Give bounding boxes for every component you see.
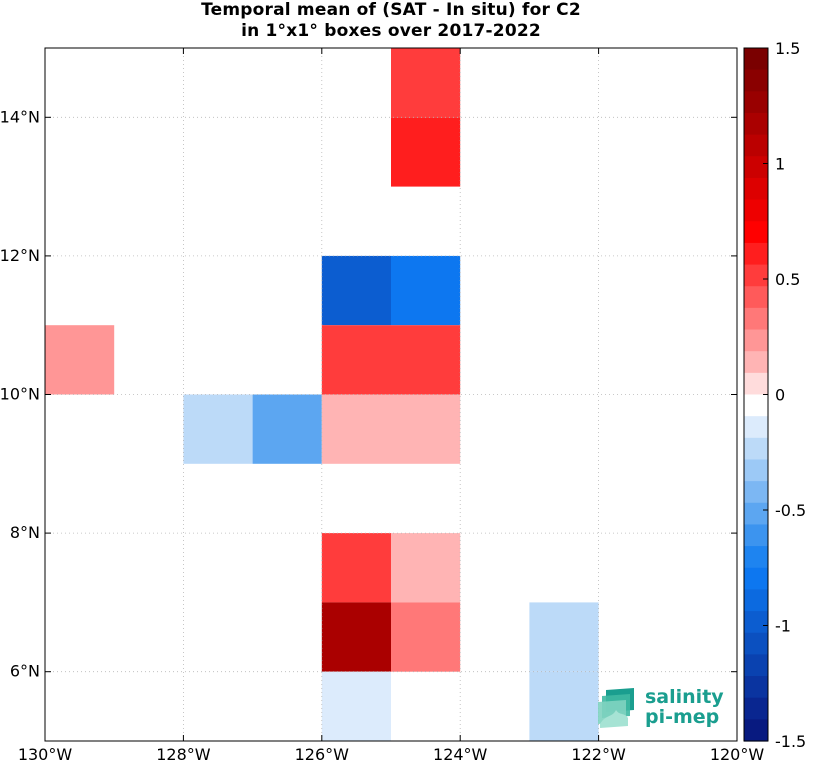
colorbar-tick-label: 0 <box>775 386 785 405</box>
heatmap-cell <box>321 533 391 603</box>
x-tick-label: 124°W <box>433 745 488 763</box>
colorbar-segment <box>744 69 768 92</box>
colorbar-segment <box>744 177 768 201</box>
heatmap-cell <box>45 325 115 395</box>
colorbar-segment <box>744 112 768 136</box>
colorbar-segment <box>744 48 768 71</box>
chart-title-line-1: Temporal mean of (SAT - In situ) for C2 <box>201 0 581 20</box>
heatmap-cell <box>529 671 599 741</box>
colorbar-segment <box>744 372 768 396</box>
heatmap-cell <box>391 48 461 118</box>
colorbar-segment <box>744 632 768 655</box>
colorbar-segment <box>744 91 768 114</box>
heatmap-cell <box>252 394 322 464</box>
y-tick-label: 6°N <box>10 662 40 681</box>
colorbar-segment <box>744 416 768 439</box>
logo-text-salinity: salinity <box>645 686 724 708</box>
heatmap-cell <box>391 533 461 603</box>
colorbar-segment <box>744 286 768 309</box>
y-tick-label: 10°N <box>0 385 40 404</box>
colorbar-segment <box>744 199 768 222</box>
colorbar-tick-label: -1 <box>775 617 791 636</box>
y-tick-label: 12°N <box>0 246 40 265</box>
heatmap-cell <box>321 394 391 464</box>
x-tick-label: 128°W <box>156 745 211 763</box>
salinity-pi-mep-logo: salinity pi-mep <box>598 686 724 728</box>
logo-icon <box>598 688 634 728</box>
colorbar-tick-label: -1.5 <box>775 732 806 751</box>
chart-title-line-2: in 1°x1° boxes over 2017-2022 <box>241 21 541 41</box>
x-tick-label: 126°W <box>295 745 350 763</box>
colorbar-segment <box>744 611 768 634</box>
colorbar-tick-label: 1 <box>775 155 785 174</box>
colorbar-segment <box>744 567 768 591</box>
colorbar-segment <box>744 481 768 504</box>
heatmap-cell <box>391 394 461 464</box>
colorbar-segment <box>744 134 768 157</box>
colorbar-segment <box>744 676 768 699</box>
colorbar-segment <box>744 719 768 742</box>
x-tick-label: 120°W <box>710 745 765 763</box>
colorbar-segment <box>744 329 768 352</box>
colorbar-segment <box>744 654 768 677</box>
heatmap-cell <box>321 602 391 672</box>
heatmap-cell <box>391 602 461 672</box>
heatmap-cell <box>321 671 391 741</box>
colorbar-segment <box>744 697 768 720</box>
colorbar-segment <box>744 264 768 287</box>
colorbar-segment <box>744 459 768 482</box>
heatmap-cell <box>391 117 461 187</box>
colorbar-segment <box>744 502 768 526</box>
colorbar-segment <box>744 394 768 417</box>
heatmap-cell <box>321 325 391 395</box>
colorbar-segment <box>744 437 768 461</box>
colorbar-segment <box>744 156 768 179</box>
y-tick-label: 8°N <box>10 523 40 542</box>
heatmap-cell <box>183 394 253 464</box>
colorbar-tick-label: -0.5 <box>775 501 806 520</box>
colorbar-segment <box>744 351 768 374</box>
colorbar-segment <box>744 221 768 244</box>
y-tick-label: 14°N <box>0 107 40 126</box>
heatmap-cell <box>529 602 599 672</box>
colorbar-segment <box>744 242 768 266</box>
x-tick-label: 122°W <box>571 745 626 763</box>
colorbar-segment <box>744 307 768 331</box>
colorbar-segment <box>744 589 768 612</box>
logo-text-pi-mep: pi-mep <box>645 706 719 728</box>
heatmap-cell <box>321 255 391 326</box>
colorbar-tick-label: 1.5 <box>775 39 800 58</box>
heatmap-cell <box>391 255 461 326</box>
x-tick-label: 130°W <box>18 745 73 763</box>
heatmap-cell <box>391 325 461 395</box>
colorbar: 1.5 1 0.5 0 -0.5 -1 -1.5 <box>743 39 806 751</box>
colorbar-segment <box>744 524 768 547</box>
colorbar-tick-label: 0.5 <box>775 270 800 289</box>
colorbar-segment <box>744 546 768 569</box>
